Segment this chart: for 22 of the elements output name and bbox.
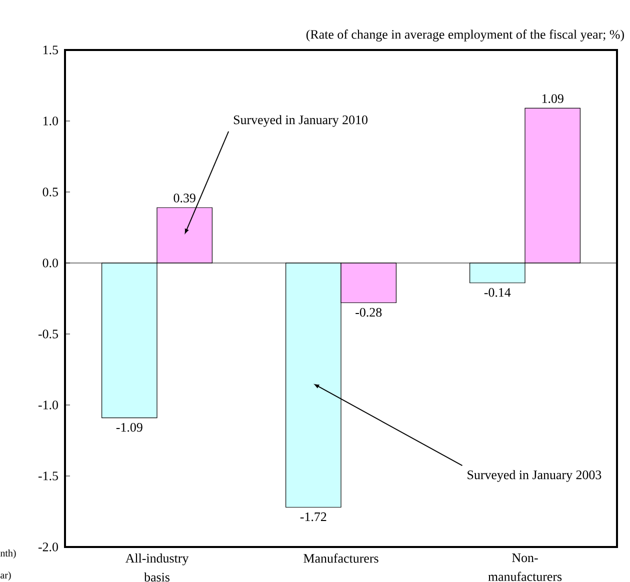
y-axis-title: (Rate of change in average employment of the fiscal year; %) (306, 30, 624, 42)
text: ar) (0, 571, 11, 581)
data-label: -1.09 (116, 422, 142, 432)
y-tick-label: 0.0 (42, 258, 58, 268)
y-tick-label: 0.5 (42, 188, 58, 196)
text: Surveyed in January 2003 (468, 470, 602, 482)
y-tick-label: -1.0 (38, 400, 58, 410)
y-tick-label: -2.0 (38, 542, 58, 552)
data-label: 0.39 (174, 194, 196, 202)
data-label: 1.09 (542, 94, 564, 104)
y-tick-label: 1.0 (43, 116, 58, 126)
data-label: -1.72 (300, 512, 326, 522)
y-tick-label: 1.5 (43, 46, 58, 54)
x-tick-label: Manufacturers (304, 554, 378, 563)
text: nth) (0, 549, 16, 559)
x-tick-label: Non-manufacturers (488, 554, 562, 582)
y-tick-label: -1.5 (38, 472, 58, 480)
y-tick-label: -0.5 (38, 330, 58, 338)
data-label: -0.14 (484, 288, 511, 297)
x-tick-label: All-industry basis (125, 554, 189, 582)
text: Surveyed in January 2010 (234, 115, 368, 127)
data-label: -0.28 (356, 308, 382, 317)
